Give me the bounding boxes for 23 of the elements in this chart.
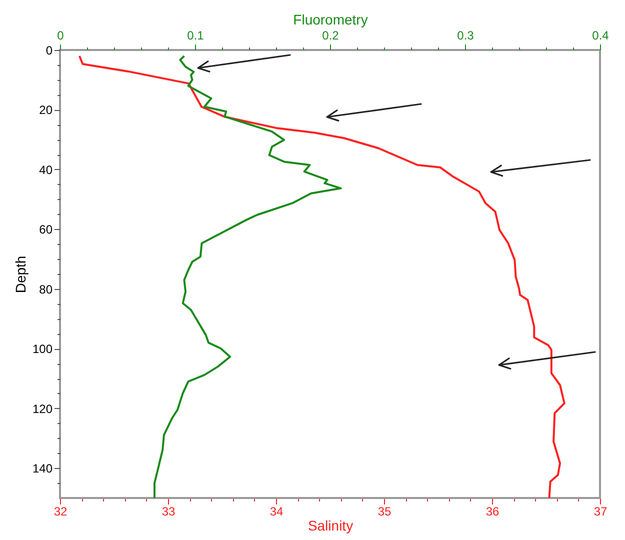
line-series (78, 54, 566, 498)
y-axis-title: Depth (12, 256, 28, 294)
x-tick-label: 35 (378, 504, 392, 518)
y-tick-label: 80 (39, 282, 53, 296)
x2-tick-label: 0.3 (457, 28, 474, 42)
x-tick-label: 36 (486, 504, 500, 518)
y-tick-label: 20 (39, 103, 53, 118)
y-tick-label: 60 (39, 222, 53, 237)
x-tick-label: 33 (162, 504, 176, 518)
x2-tick-label: 0.1 (187, 28, 204, 42)
y-tick-label: 120 (32, 402, 53, 416)
x-axis-title: Salinity (308, 518, 354, 534)
y-tick-label: 100 (32, 342, 53, 356)
y-tick-label: 140 (32, 462, 53, 476)
y-tick-label: 40 (39, 162, 53, 177)
x2-tick-label: 0.4 (592, 28, 610, 42)
x-tick-label: 32 (54, 504, 68, 518)
x2-tick-label: 0 (57, 28, 64, 42)
x2-tick-label: 0.2 (322, 28, 340, 42)
y-tick-label: 0 (46, 44, 53, 58)
x2-axis-title: Fluorometry (293, 12, 368, 28)
x-tick-label: 34 (270, 504, 284, 518)
x-tick-label: 37 (594, 504, 608, 518)
